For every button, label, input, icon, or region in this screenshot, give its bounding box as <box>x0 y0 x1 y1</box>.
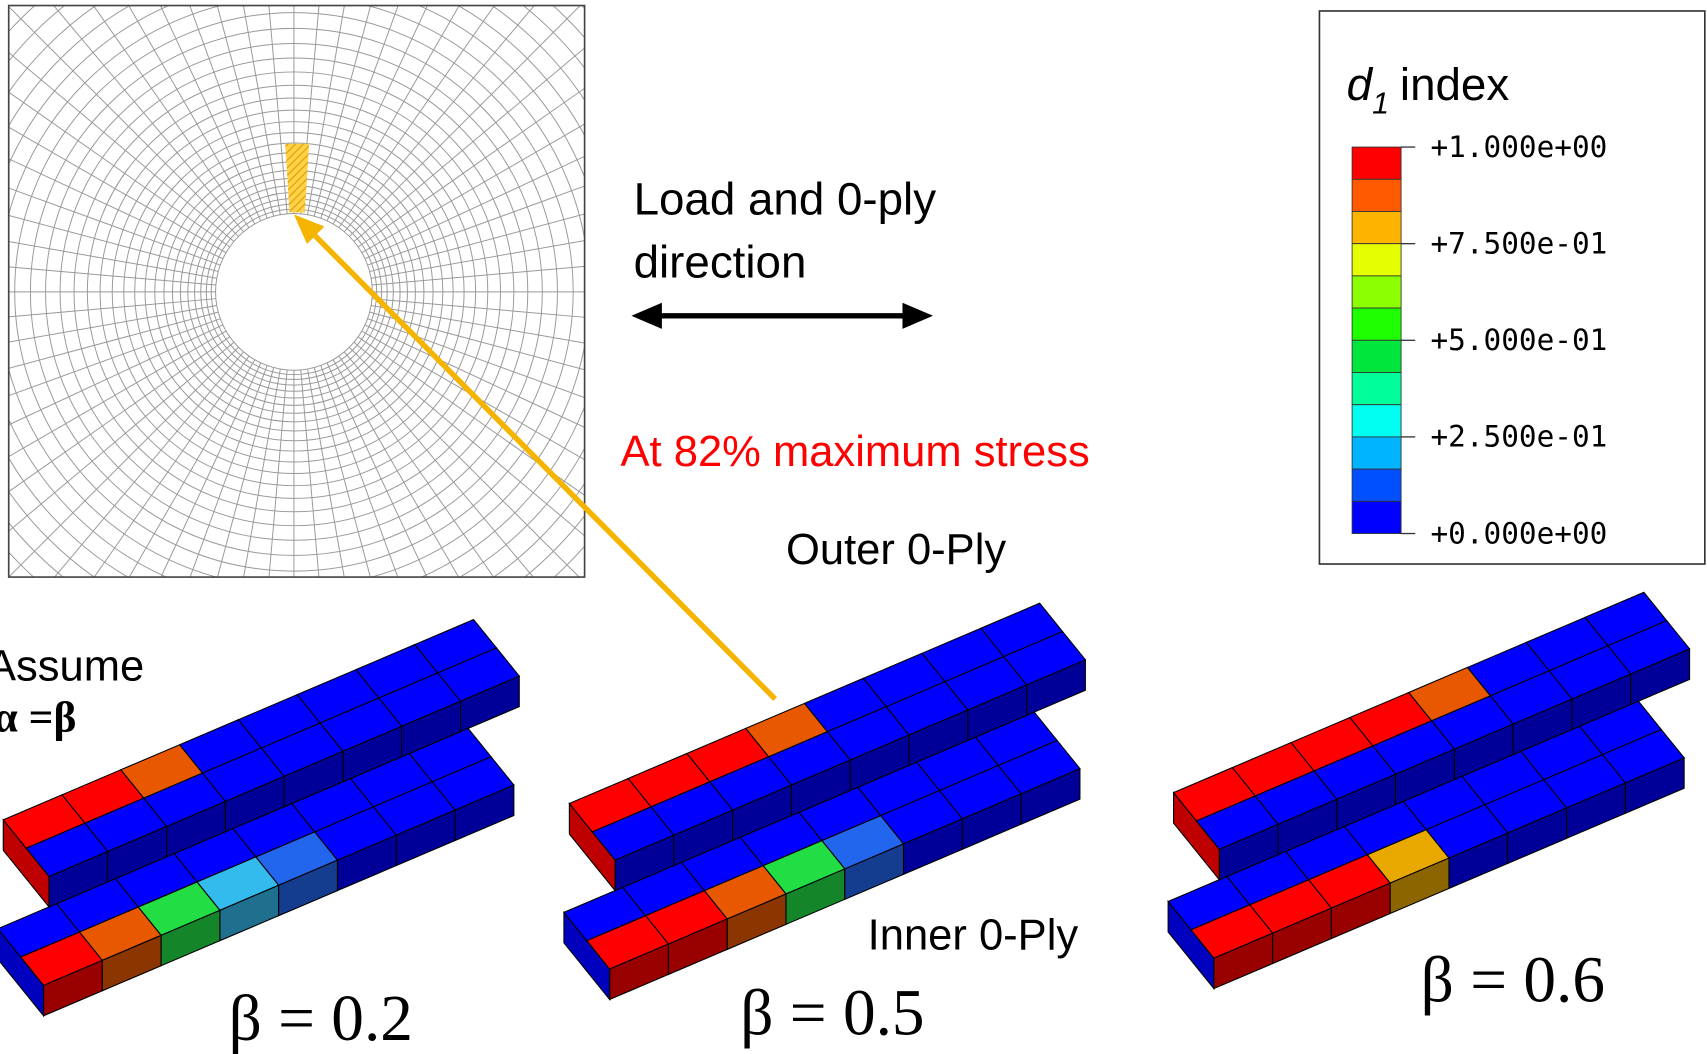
mesh-radial <box>0 337 230 554</box>
mesh-radial <box>349 0 617 236</box>
mesh-ring <box>216 213 373 370</box>
mesh <box>0 0 751 749</box>
legend-title-text: index <box>1400 59 1509 110</box>
annotation: direction <box>634 237 807 288</box>
color-swatch <box>1352 501 1401 533</box>
mesh-radial <box>333 0 522 224</box>
mesh-radial <box>0 325 223 485</box>
figure: Load and 0-ply direction At 82% maximum … <box>0 0 1707 1054</box>
legend-subscript: 1 <box>1372 86 1389 120</box>
mesh-radial <box>339 356 556 666</box>
mesh-radial <box>0 347 239 615</box>
color-swatch <box>1352 276 1401 308</box>
mesh-ring <box>0 0 742 740</box>
color-swatch <box>1352 147 1401 179</box>
load-arrowhead-left <box>631 303 661 329</box>
page: {"annotations": {"load_direction": ["Loa… <box>0 0 1707 1054</box>
color-swatch <box>1352 308 1401 340</box>
mesh-radial <box>32 356 249 666</box>
mesh-radial <box>254 0 287 214</box>
annotation: At 82% maximum stress <box>621 428 1090 476</box>
case-label: β = 0.5 <box>740 977 924 1049</box>
color-swatch <box>1352 340 1401 372</box>
label: Outer 0-Ply <box>786 526 1006 574</box>
annotation: Load and 0-ply <box>634 174 937 225</box>
mesh-radial <box>362 331 690 520</box>
case-label: β = 0.2 <box>229 983 413 1054</box>
mesh-radial <box>65 0 254 224</box>
color-swatch <box>1352 179 1401 211</box>
mesh-radial <box>370 312 736 410</box>
case-label: β = 0.6 <box>1421 945 1605 1017</box>
color-swatch <box>1352 469 1401 501</box>
mesh-radial <box>176 368 274 734</box>
mesh-radial <box>0 0 234 241</box>
mesh-radial <box>0 30 230 247</box>
color-swatch <box>1352 244 1401 276</box>
legend-tick-label: +1.000e+00 <box>1430 130 1607 164</box>
mesh-radial <box>358 30 668 247</box>
mesh-radial <box>0 63 226 252</box>
color-swatch <box>1352 211 1401 243</box>
color-swatch <box>1352 373 1401 405</box>
mesh-radial <box>138 366 268 722</box>
mesh-radial <box>0 352 244 642</box>
mesh-radial <box>0 331 226 520</box>
mesh-radial <box>354 342 644 586</box>
mesh-radial <box>344 352 588 642</box>
legend-symbol: d <box>1347 59 1374 110</box>
color-swatch <box>1352 405 1401 437</box>
highlight-element <box>285 144 309 213</box>
mesh-ring <box>0 0 700 698</box>
mesh-radial <box>354 0 644 241</box>
legend-tick-label: +2.500e-01 <box>1430 420 1607 454</box>
mesh-radial <box>0 99 223 259</box>
legend-tick-label: +0.000e+00 <box>1430 516 1607 550</box>
color-swatch <box>1352 437 1401 469</box>
mesh-radial <box>0 0 239 236</box>
legend-tick-label: +7.500e-01 <box>1430 226 1607 260</box>
mesh-radial <box>65 360 254 688</box>
annotation: Assume <box>0 642 144 690</box>
mesh-radial <box>349 347 617 615</box>
load-arrowhead-right <box>902 303 932 329</box>
legend-tick-label: +5.000e-01 <box>1430 323 1607 357</box>
label: Inner 0-Ply <box>868 911 1079 959</box>
annotation: α =β <box>0 694 76 742</box>
